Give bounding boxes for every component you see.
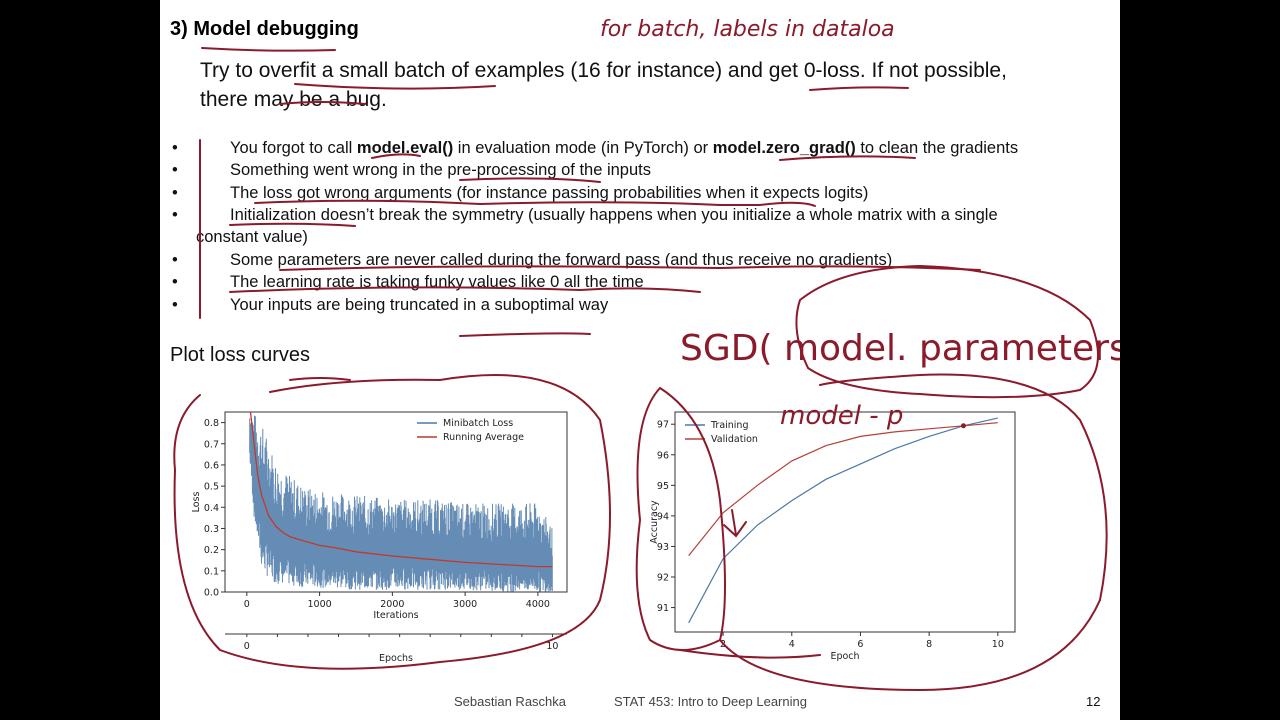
x-tick-label: 0 <box>244 599 250 610</box>
bullet-item: • Your inputs are being truncated in a s… <box>172 294 1117 316</box>
slide: 3) Model debugging Try to overfit a smal… <box>160 0 1120 720</box>
bullet-item: • Initialization doesn’t break the symme… <box>172 204 1117 249</box>
y-tick-label: 97 <box>657 420 669 431</box>
ink-underline-plot <box>289 377 351 381</box>
y-tick-label: 95 <box>657 481 669 492</box>
bullet-dot: • <box>172 206 178 225</box>
y-tick-label: 0.5 <box>204 482 219 493</box>
x-tick-label: 3000 <box>453 599 477 610</box>
section-title: 3) Model debugging <box>170 18 359 40</box>
ink-text-for-batch: for batch, labels in dataloa <box>600 17 895 42</box>
bullet-item: • Something went wrong in the pre-proces… <box>172 159 1117 181</box>
page-number: 12 <box>1086 694 1101 709</box>
y-axis-label: Accuracy <box>649 500 660 544</box>
y-tick-label: 0.3 <box>204 524 219 535</box>
bullet-list: • You forgot to call model.eval() in eva… <box>172 137 1117 316</box>
bullet-text: You forgot to call model.eval() in evalu… <box>230 139 1019 157</box>
footer-author: Sebastian Raschka <box>454 694 567 709</box>
bullet-dot: • <box>172 273 178 292</box>
bullet-dot: • <box>172 139 178 157</box>
y-tick-label: 0.0 <box>204 588 219 599</box>
bullet-text: Something went wrong in the pre-processi… <box>230 161 651 180</box>
code-model-eval: model.eval() <box>356 139 454 157</box>
legend-label-running: Running Average <box>443 432 524 443</box>
bullet-dot: • <box>172 183 178 202</box>
footer-course: STAT 453: Intro to Deep Learning <box>614 694 807 709</box>
bullet-dot: • <box>172 250 178 269</box>
y-tick-label: 0.4 <box>204 503 219 514</box>
y-tick-label: 0.6 <box>204 460 219 471</box>
x-tick-label: 10 <box>992 639 1004 650</box>
bullet-text: The learning rate is taking funky values… <box>230 273 644 292</box>
bullet-item: • Some parameters are never called durin… <box>172 249 1117 271</box>
bullet-item: • The learning rate is taking funky valu… <box>172 271 1117 293</box>
bullet-text: The loss got wrong arguments (for instan… <box>230 183 869 202</box>
y-tick-label: 96 <box>657 450 669 461</box>
x-axis-label: Iterations <box>373 610 418 621</box>
x-tick-label: 8 <box>926 639 932 650</box>
ink-underline-title <box>201 47 336 52</box>
intro-text: Try to overfit a small batch of examples… <box>200 56 1007 114</box>
x-axis-label: Epoch <box>830 651 859 662</box>
y-tick-label: 91 <box>657 603 669 614</box>
ink-text-sgd: SGD( model. parameters() ) <box>680 328 1120 369</box>
bullet-item: • You forgot to call model.eval() in eva… <box>172 137 1117 159</box>
epochs-tick-label: 10 <box>546 641 558 652</box>
ink-underline-trunc <box>459 332 591 337</box>
y-tick-label: 92 <box>657 573 669 584</box>
x-tick-label: 4 <box>789 639 795 650</box>
legend-label-minibatch: Minibatch Loss <box>443 418 513 429</box>
accuracy-plot-frame <box>674 411 1016 633</box>
plot-heading: Plot loss curves <box>170 344 311 366</box>
legend-label-training: Training <box>710 420 749 431</box>
loss-chart: 0.0 0.1 0.2 0.3 0.4 0.5 0.6 0.7 0.8 0 1000 2000 3000… <box>191 411 568 664</box>
y-axis-label: Loss <box>191 492 202 513</box>
epochs-axis-label: Epochs <box>379 653 413 664</box>
bullet-text: Some parameters are never called during … <box>230 250 893 269</box>
x-tick-label: 4000 <box>526 599 550 610</box>
bullet-dot: • <box>172 295 178 314</box>
y-tick-label: 0.8 <box>204 418 219 429</box>
bullet-dot: • <box>172 161 178 180</box>
y-tick-label: 0.7 <box>204 439 219 450</box>
x-tick-label: 2 <box>720 639 726 650</box>
bullet-item: • The loss got wrong arguments (for inst… <box>172 182 1117 204</box>
y-tick-label: 0.2 <box>204 545 219 556</box>
y-tick-label: 0.1 <box>204 566 219 577</box>
bullet-text: Initialization doesn’t break the symmetr… <box>230 206 998 225</box>
code-zero-grad: model.zero_grad() <box>712 139 856 157</box>
ink-dot-crossing <box>960 423 966 429</box>
bullet-text: Your inputs are being truncated in a sub… <box>230 295 609 314</box>
intro-line-1: Try to overfit a small batch of examples… <box>200 59 1007 82</box>
epochs-tick-label: 0 <box>244 641 250 652</box>
x-tick-label: 1000 <box>308 599 332 610</box>
x-tick-label: 6 <box>857 639 863 650</box>
x-tick-label: 2000 <box>380 599 404 610</box>
legend-label-validation: Validation <box>711 434 758 445</box>
bullet-text-continued: constant value) <box>196 228 308 247</box>
intro-line-2: there may be a bug. <box>200 88 387 111</box>
